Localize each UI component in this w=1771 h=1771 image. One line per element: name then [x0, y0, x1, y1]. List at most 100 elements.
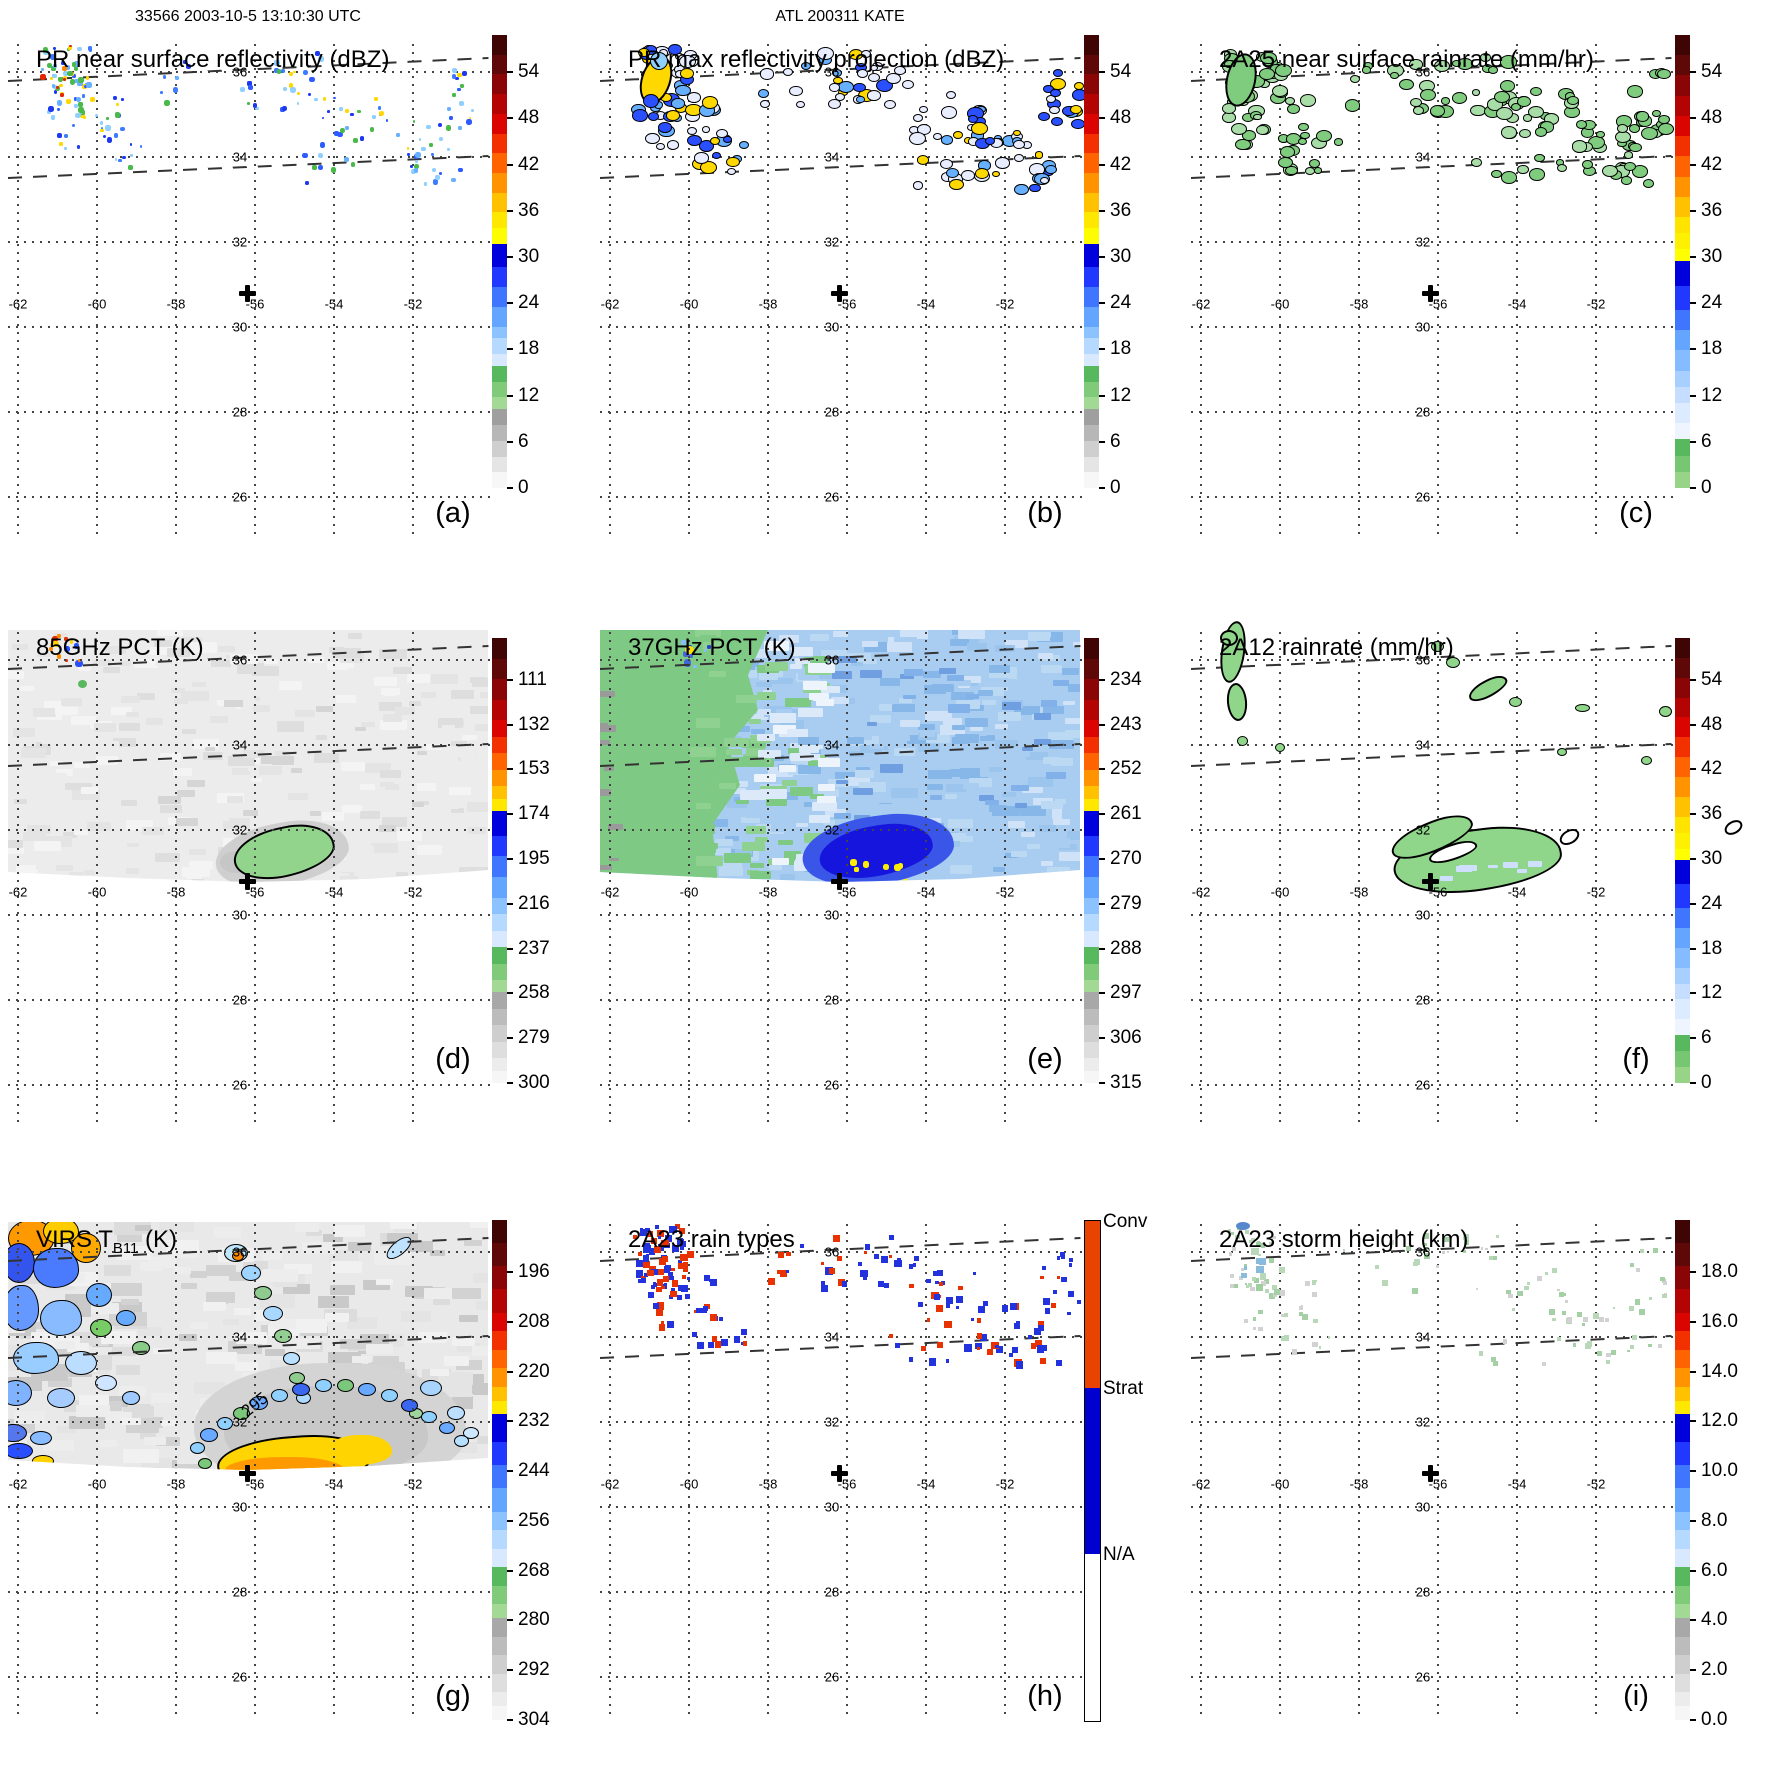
- data-blob: [1220, 630, 1238, 646]
- center-marker-vbar: [244, 1464, 250, 1482]
- swath: [8, 630, 488, 882]
- data-speckle: [100, 129, 104, 133]
- colorbar-segment: [1084, 440, 1099, 457]
- colorbar-tick-label: 42: [518, 153, 540, 175]
- data-speckle: [50, 115, 55, 120]
- data-speckle: [77, 107, 84, 114]
- data-speckle: [1280, 1313, 1285, 1318]
- lat-label: 30: [232, 1499, 248, 1515]
- colorbar-tick-label: 252: [1110, 758, 1142, 780]
- data-speckle: [1511, 1307, 1516, 1312]
- data-speckle: [888, 1255, 892, 1259]
- data-speckle: [687, 1250, 695, 1258]
- colorbar-tick-label: 111: [518, 668, 547, 690]
- data-speckle: [977, 1306, 985, 1314]
- colorbar-segment: [492, 736, 507, 754]
- colorbar-segment: [1675, 249, 1690, 262]
- data-speckle: [181, 728, 196, 735]
- data-speckle: [203, 1302, 226, 1312]
- data-speckle: [754, 836, 769, 842]
- data-speckle: [725, 156, 740, 168]
- data-speckle: [1630, 1263, 1635, 1268]
- data-speckle: [1041, 861, 1053, 866]
- data-blob: [241, 1265, 261, 1281]
- data-speckle: [895, 1342, 901, 1348]
- colorbar-segment: [492, 811, 507, 836]
- colorbar-tick-label: 315: [1110, 1072, 1142, 1093]
- colorbar-segment: [1084, 1070, 1099, 1084]
- data-speckle: [952, 724, 965, 730]
- data-speckle: [936, 1341, 944, 1349]
- data-speckle: [723, 737, 749, 748]
- data-speckle: [396, 736, 418, 745]
- data-speckle: [1624, 161, 1636, 171]
- lat-label: 32: [1415, 822, 1431, 838]
- lon-label: -56: [245, 296, 265, 312]
- colorbar-tick-label: 300: [518, 1072, 550, 1093]
- colorbar-segment: [1675, 1035, 1690, 1052]
- data-speckle: [106, 116, 110, 120]
- colorbar-segment: [1084, 856, 1099, 878]
- data-blob: [1557, 748, 1567, 756]
- data-speckle: [699, 634, 716, 642]
- colorbar-tick-label: 24: [1701, 892, 1723, 914]
- data-speckle: [1038, 112, 1050, 122]
- colorbar-tick-label: 42: [1701, 758, 1723, 780]
- data-speckle: [786, 1251, 791, 1257]
- data-speckle: [1019, 806, 1047, 817]
- data-speckle: [742, 739, 766, 749]
- map-grid-vline: [175, 1224, 177, 1714]
- data-speckle: [1014, 803, 1027, 808]
- data-speckle: [73, 642, 80, 649]
- data-speckle: [214, 1227, 242, 1238]
- lat-label: 36: [1415, 1244, 1431, 1260]
- data-speckle: [69, 44, 72, 48]
- data-speckle: [689, 746, 716, 757]
- data-speckle: [965, 717, 989, 727]
- colorbar-segment: [1675, 156, 1690, 177]
- colorbar-segment: [492, 133, 507, 154]
- data-speckle: [817, 784, 835, 791]
- colorbar-tick-mark: [507, 858, 513, 861]
- data-speckle: [759, 788, 787, 799]
- data-blob: [1640, 755, 1652, 765]
- data-speckle: [970, 1318, 974, 1322]
- data-speckle: [645, 1227, 650, 1233]
- data-speckle: [450, 689, 474, 699]
- panel-letter: (a): [435, 497, 471, 529]
- data-speckle: [380, 769, 402, 778]
- colorbar-tick-label: 6: [1110, 430, 1121, 452]
- data-speckle: [960, 675, 981, 684]
- colorbar-segment: [1675, 1636, 1690, 1656]
- data-speckle: [445, 125, 452, 131]
- data-speckle: [1258, 1258, 1266, 1266]
- panel-title: 37GHz PCT (K): [628, 634, 796, 661]
- data-speckle: [775, 708, 792, 715]
- data-speckle: [940, 135, 954, 145]
- data-speckle: [302, 152, 308, 159]
- data-speckle: [1008, 821, 1026, 828]
- colorbar-segment: [492, 1008, 507, 1026]
- data-speckle: [180, 1282, 198, 1290]
- colorbar-segment: [1675, 75, 1690, 96]
- colorbar-tick-label: 256: [518, 1509, 550, 1531]
- data-speckle: [1528, 168, 1545, 181]
- data-blob: [8, 1285, 39, 1331]
- data-speckle: [62, 832, 77, 838]
- center-marker: [1421, 1464, 1439, 1482]
- colorbar-segment: [492, 1692, 507, 1707]
- colorbar-segment: [1675, 1548, 1690, 1568]
- data-speckle: [1412, 106, 1425, 115]
- data-speckle: [1494, 91, 1511, 104]
- data-speckle: [1564, 1299, 1569, 1304]
- data-speckle: [1559, 1291, 1565, 1297]
- map-grid-hline: [600, 1506, 1082, 1508]
- colorbar-segment: [1084, 326, 1099, 339]
- data-speckle: [711, 1336, 718, 1342]
- colorbar-segment: [492, 856, 507, 878]
- data-speckle: [960, 768, 988, 779]
- data-speckle: [932, 1271, 938, 1276]
- data-speckle: [696, 1342, 704, 1350]
- data-speckle: [947, 704, 970, 713]
- data-speckle: [807, 662, 835, 673]
